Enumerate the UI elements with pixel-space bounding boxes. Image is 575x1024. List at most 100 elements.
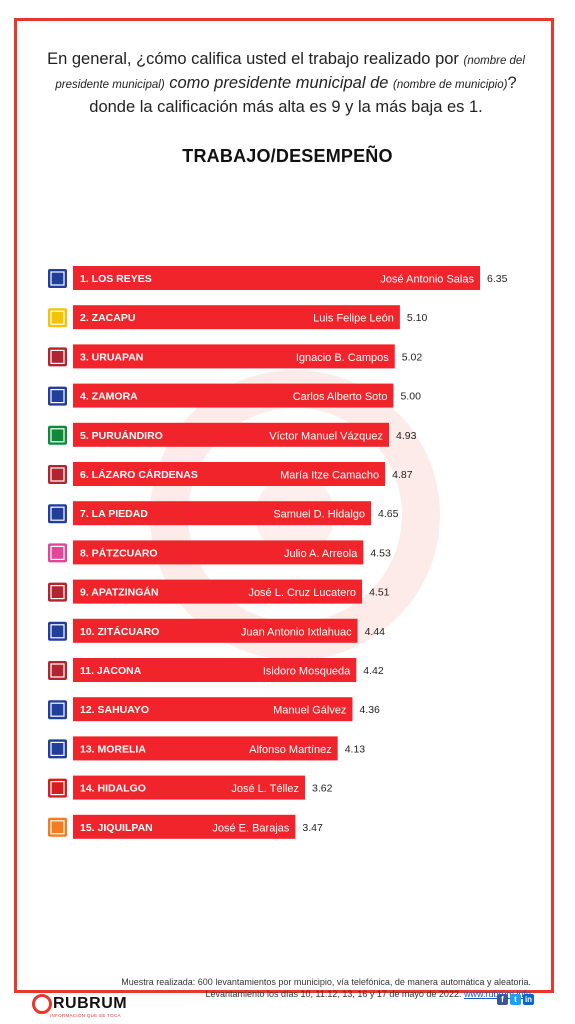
footer-dates-text: Levantamiento los días 10, 11.12, 13, 16… [205, 989, 462, 999]
chart-title: TRABAJO/DESEMPEÑO [182, 146, 393, 166]
party-logo-icon-frame [50, 702, 65, 717]
bar-value-label: 4.13 [345, 743, 366, 755]
bar-value-label: 5.00 [400, 391, 421, 403]
bar-mayor-label: Juan Antonio Ixtlahuac [241, 626, 352, 638]
bar-value-label: 4.65 [378, 508, 399, 520]
social-links: f t in [497, 989, 536, 1007]
bar-value-label: 6.35 [487, 273, 508, 285]
bar-value-label: 4.87 [392, 469, 413, 481]
bar-mayor-label: Víctor Manuel Vázquez [269, 430, 383, 442]
bar-category-label: 10. ZITÁCUARO [80, 625, 159, 638]
bar [73, 814, 296, 839]
bar-mayor-label: José Antonio Salas [380, 274, 474, 286]
twitter-icon[interactable]: t [510, 994, 521, 1005]
party-logo-icon [48, 465, 67, 484]
party-logo-icon [48, 308, 67, 328]
bar-value-label: 4.42 [363, 665, 384, 677]
party-logo-icon [48, 817, 67, 837]
bar-value-label: 4.53 [370, 547, 391, 559]
question-text-1: En general, ¿cómo califica usted el trab… [47, 50, 464, 68]
bar-mayor-label: José L. Téllez [231, 783, 299, 795]
survey-question: En general, ¿cómo califica usted el trab… [36, 48, 536, 118]
bar-value-label: 4.93 [396, 430, 417, 442]
party-logo-icon [48, 269, 67, 288]
bar-mayor-label: Alfonso Martínez [249, 744, 332, 756]
bar-category-label: 8. PÁTZCUARO [80, 546, 158, 559]
party-logo-icon-frame [50, 271, 65, 286]
party-logo-icon [48, 700, 67, 720]
bar-value-label: 4.44 [365, 626, 386, 638]
bar-value-label: 3.62 [312, 783, 333, 795]
bar-category-label: 4. ZAMORA [80, 391, 138, 403]
bar-value-label: 3.47 [302, 822, 323, 834]
rubrum-logo: RUBRUM INFORMACIÓN QUE SE TOCA [32, 994, 128, 1018]
linkedin-icon[interactable]: in [523, 994, 534, 1005]
rubrum-logo-text: RUBRUM [53, 995, 128, 1013]
bar [73, 422, 389, 447]
party-logo-icon-frame [50, 545, 65, 561]
bar-mayor-label: Carlos Alberto Soto [293, 391, 388, 403]
party-logo-icon [48, 739, 67, 759]
party-logo-icon [48, 543, 67, 563]
bar [73, 383, 394, 408]
party-logo-icon-frame [50, 467, 65, 482]
bar-category-label: 6. LÁZARO CÁRDENAS [80, 468, 198, 481]
question-note-1: (nombre del presidente municipal) [55, 55, 525, 91]
bar [73, 736, 338, 761]
bar [73, 266, 480, 290]
party-logo-icon [48, 425, 67, 445]
party-logo-icon [48, 582, 67, 602]
bar [73, 344, 395, 369]
bar-category-label: 15. JIQUILPAN [80, 822, 153, 834]
bar-category-label: 5. PURUÁNDIRO [80, 429, 163, 442]
bar-mayor-label: Julio A. Arreola [284, 548, 358, 560]
party-logo-icon-frame [50, 584, 65, 600]
party-logo-icon-frame [50, 741, 65, 757]
bar-category-label: 13. MORELIA [80, 743, 146, 755]
party-logo-icon-frame [50, 820, 65, 835]
rubrum-tagline: INFORMACIÓN QUE SE TOCA [50, 1013, 121, 1018]
party-logo-icon-frame [50, 780, 65, 796]
bar [73, 658, 357, 682]
party-logo-icon [48, 386, 67, 406]
bar-value-label: 4.51 [369, 587, 390, 599]
bar [73, 501, 372, 526]
rubrum-logo-ring-icon [32, 994, 52, 1014]
party-logo-icon-frame [50, 310, 65, 325]
party-logo-icon [48, 504, 67, 524]
bar-value-label: 5.10 [407, 312, 428, 324]
bar-mayor-label: Luis Felipe León [313, 313, 394, 325]
bar-category-label: 14. HIDALGO [80, 783, 146, 795]
bar-value-label: 5.02 [402, 351, 423, 363]
bar-category-label: 12. SAHUAYO [80, 704, 149, 716]
question-text-3: ? donde la calificación más alta es 9 y … [89, 74, 517, 116]
bar-category-label: 9. APATZINGÁN [80, 586, 159, 599]
bar-category-label: 2. ZACAPU [80, 312, 135, 324]
page-frame [14, 18, 554, 993]
bar [73, 579, 363, 604]
question-text-2: como presidente municipal de [164, 74, 394, 92]
bar-category-label: 3. URUAPAN [80, 351, 143, 363]
bar-value-label: 4.36 [359, 704, 380, 716]
facebook-icon[interactable]: f [497, 994, 508, 1005]
bar-mayor-label: Samuel D. Hidalgo [273, 509, 365, 521]
party-logo-icon [48, 778, 67, 798]
bar [73, 540, 364, 565]
party-logo-icon-frame [50, 506, 65, 521]
party-logo-icon-frame [50, 428, 65, 443]
bar [73, 462, 386, 486]
party-logo-icon [48, 347, 67, 367]
bar [73, 305, 400, 330]
footer-note: Muestra realizada: 600 levantamientos po… [121, 976, 531, 1000]
bar-category-label: 1. LOS REYES [80, 273, 152, 285]
bar-mayor-label: Isidoro Mosqueda [263, 666, 351, 678]
party-logo-icon-frame [50, 389, 65, 404]
bar-mayor-label: José E. Barajas [212, 822, 290, 834]
footer-sample-text: Muestra realizada: 600 levantamientos po… [121, 977, 531, 987]
bar-category-label: 11. JACONA [80, 665, 142, 677]
bar-mayor-label: Manuel Gálvez [273, 705, 346, 717]
bar-category-label: 7. LA PIEDAD [80, 508, 148, 520]
bar-mayor-label: Ignacio B. Campos [296, 352, 389, 364]
party-logo-icon [48, 661, 67, 680]
